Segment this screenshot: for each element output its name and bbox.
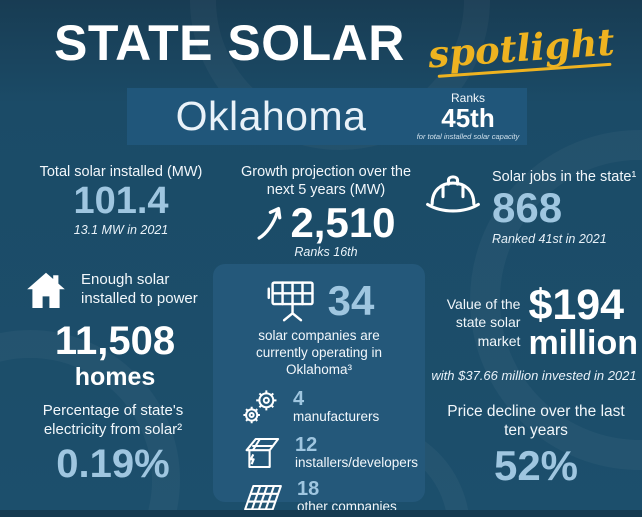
home-icon — [21, 268, 71, 312]
stat-electricity-percent: Percentage of state's electricity from s… — [10, 402, 216, 488]
stat-total-installed: Total solar installed (MW) 101.4 13.1 MW… — [15, 163, 227, 237]
stat-value: 52% — [493, 441, 579, 489]
stat-value: 2,510 — [290, 199, 396, 247]
hard-hat-icon — [424, 168, 482, 218]
companies-description: solar companies are currently operating … — [255, 328, 383, 377]
stat-value-amount: $194 — [528, 281, 625, 329]
stat-unit: homes — [74, 363, 156, 391]
stat-note: Ranks 16th — [294, 245, 358, 260]
stat-note: with $37.66 million invested in 2021 — [431, 367, 637, 383]
stat-value-unit: million — [528, 323, 638, 362]
companies-row-manufacturers: 4 manufacturers — [213, 387, 425, 427]
row-label: other companies — [297, 498, 397, 514]
rank-note: for total installed solar capacity — [416, 131, 520, 141]
stat-label: Value of the state solar market — [446, 296, 521, 349]
row-value: 18 — [297, 477, 320, 500]
stat-growth-projection: Growth projection over the next 5 years … — [233, 163, 419, 259]
stat-note: 13.1 MW in 2021 — [73, 222, 169, 237]
solar-panel-icon — [264, 278, 318, 324]
rank-word: Ranks — [450, 90, 485, 105]
stat-label: Solar jobs in the state¹ — [492, 169, 637, 185]
growth-arrow-icon — [256, 204, 286, 242]
companies-total: 34 — [327, 277, 375, 324]
stat-label: Enough solar installed to power — [81, 271, 198, 307]
stat-label: Percentage of state's electricity from s… — [42, 402, 184, 438]
state-rank-block: Ranks 45th for total installed solar cap… — [415, 92, 527, 142]
stat-label: Growth projection over the next 5 years … — [240, 164, 412, 199]
stat-value: 101.4 — [73, 180, 169, 223]
stat-price-decline: Price decline over the last ten years 52… — [438, 402, 634, 491]
solar-grid-icon — [241, 480, 285, 514]
row-label: manufacturers — [293, 408, 380, 424]
stat-value: 868 — [492, 184, 563, 232]
footer-strip — [0, 510, 642, 517]
state-name: Oklahoma — [175, 93, 367, 139]
companies-row-installers: 12 installers/developers — [213, 434, 425, 472]
state-banner: Oklahoma Ranks 45th for total installed … — [127, 88, 527, 145]
stat-value: 0.19% — [56, 441, 170, 486]
stat-label: Price decline over the last ten years — [447, 403, 625, 440]
row-label: installers/developers — [295, 454, 419, 470]
companies-panel: 34 solar companies are currently operati… — [213, 264, 425, 513]
stat-note: Ranked 41st in 2021 — [492, 232, 607, 247]
row-value: 4 — [293, 387, 305, 410]
stat-label: Total solar installed (MW) — [39, 164, 203, 180]
row-value: 12 — [295, 433, 318, 456]
page-title: STATE SOLAR — [54, 15, 405, 71]
companies-row-other: 18 other companies — [213, 477, 425, 515]
stat-value: 11,508 — [54, 319, 176, 363]
stat-solar-jobs: Solar jobs in the state¹ 868 Ranked 41st… — [424, 168, 638, 246]
stat-market-value: Value of the state solar market $194 mil… — [430, 281, 638, 385]
rank-value: 45th — [441, 102, 495, 133]
stat-homes-powered: Enough solar installed to power 11,508 h… — [14, 268, 216, 392]
gears-icon — [241, 387, 281, 427]
solar-house-icon — [241, 434, 283, 472]
